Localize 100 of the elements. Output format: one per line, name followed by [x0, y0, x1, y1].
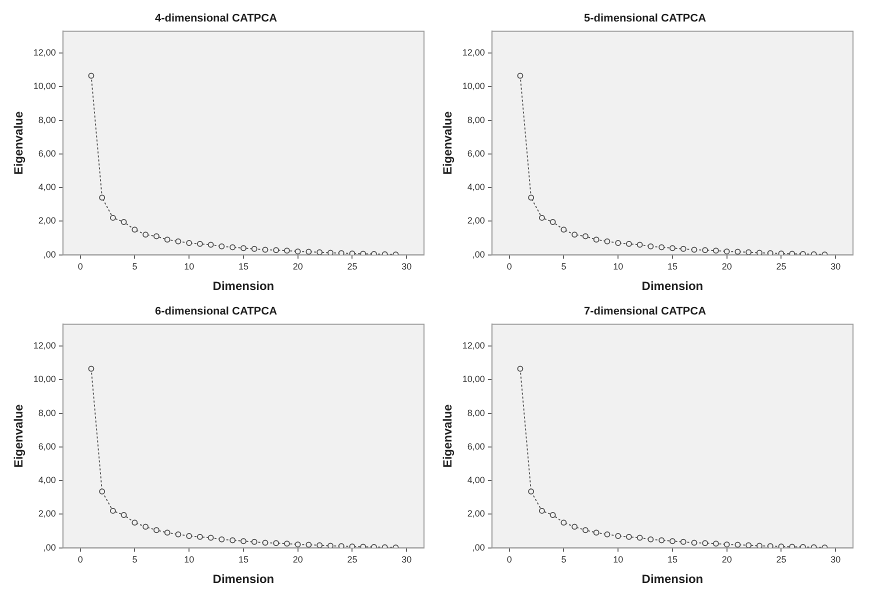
y-tick-label: 4,00 — [38, 475, 56, 486]
point — [218, 536, 225, 542]
point — [572, 524, 578, 530]
y-axis-title: Eigenvalue — [440, 404, 455, 468]
x-tick-label: 5 — [132, 554, 138, 565]
point — [604, 238, 610, 244]
point — [338, 250, 344, 255]
y-tick-label: 12,00 — [462, 340, 485, 351]
point — [560, 520, 567, 526]
point — [528, 488, 534, 494]
x-tick-label: 20 — [292, 262, 303, 272]
x-tick-label: 20 — [722, 262, 732, 272]
point — [680, 538, 686, 545]
point — [208, 534, 214, 541]
point — [294, 248, 301, 254]
point — [702, 247, 708, 254]
point — [316, 542, 323, 548]
point — [767, 250, 774, 255]
point — [669, 245, 676, 252]
point — [778, 250, 784, 255]
x-tick-label: 20 — [292, 554, 303, 565]
y-tick-label: 10,00 — [33, 81, 56, 92]
y-tick-label: 2,00 — [38, 508, 56, 519]
x-tick-label: 0 — [506, 554, 512, 565]
point — [110, 508, 116, 514]
y-tick-label: 12,00 — [462, 48, 485, 58]
point — [175, 531, 182, 538]
point — [550, 219, 556, 226]
point — [240, 245, 246, 252]
point — [218, 243, 225, 250]
point — [560, 226, 567, 233]
point — [528, 194, 534, 201]
point — [153, 527, 160, 534]
point — [724, 541, 730, 548]
x-tick-label: 10 — [184, 262, 194, 272]
point — [99, 194, 106, 201]
point — [658, 537, 665, 544]
point — [262, 540, 268, 546]
x-tick-label: 20 — [722, 554, 732, 565]
point — [593, 236, 600, 243]
x-axis-title: Dimension — [642, 279, 704, 294]
x-tick-label: 5 — [132, 262, 138, 272]
point — [284, 540, 290, 547]
y-tick-label: 10,00 — [462, 81, 485, 92]
x-tick-label: 25 — [776, 262, 786, 272]
y-tick-label: 8,00 — [38, 114, 56, 125]
point — [712, 248, 719, 254]
point — [756, 542, 762, 548]
point — [186, 533, 192, 540]
point — [142, 524, 149, 530]
y-tick-label: 2,00 — [467, 508, 485, 519]
y-axis-title: Eigenvalue — [12, 110, 26, 175]
point — [636, 534, 643, 541]
point — [626, 240, 632, 247]
point — [230, 244, 236, 250]
y-tick-label: 4,00 — [467, 475, 485, 486]
point — [306, 248, 312, 255]
point — [164, 236, 170, 243]
point — [767, 543, 774, 548]
point — [120, 512, 127, 518]
point — [658, 244, 665, 250]
point — [196, 534, 203, 540]
chart-title: 7-dimensional CATPCA — [584, 306, 706, 318]
y-axis-title: Eigenvalue — [440, 110, 455, 175]
x-tick-label: 5 — [561, 554, 566, 565]
point — [294, 541, 301, 548]
point — [88, 72, 94, 79]
x-tick-label: 30 — [830, 554, 841, 565]
point — [691, 246, 698, 253]
point — [734, 542, 741, 548]
point — [88, 366, 94, 372]
point — [582, 527, 588, 534]
point — [262, 246, 268, 253]
point — [712, 540, 719, 547]
y-tick-label: 10,00 — [462, 374, 485, 384]
x-tick-label: 30 — [830, 262, 841, 272]
y-tick-label: ,00 — [43, 249, 56, 260]
point — [778, 543, 784, 548]
point — [349, 250, 356, 255]
point — [153, 233, 160, 240]
x-tick-label: 25 — [347, 554, 358, 565]
point — [164, 530, 170, 536]
point — [756, 250, 762, 255]
point — [517, 72, 524, 79]
point — [604, 531, 610, 538]
x-tick-label: 0 — [78, 554, 83, 565]
point — [349, 543, 356, 548]
point — [517, 366, 524, 372]
x-axis-title: Dimension — [212, 572, 274, 586]
point — [615, 533, 622, 540]
point — [284, 248, 290, 254]
x-tick-label: 10 — [184, 554, 194, 565]
point — [724, 248, 730, 254]
y-tick-label: 8,00 — [467, 114, 485, 125]
x-axis-title: Dimension — [642, 572, 704, 586]
y-tick-label: 12,00 — [33, 340, 56, 351]
point — [186, 240, 192, 246]
point — [572, 232, 578, 238]
point — [626, 534, 632, 540]
x-tick-label: 10 — [613, 262, 624, 272]
